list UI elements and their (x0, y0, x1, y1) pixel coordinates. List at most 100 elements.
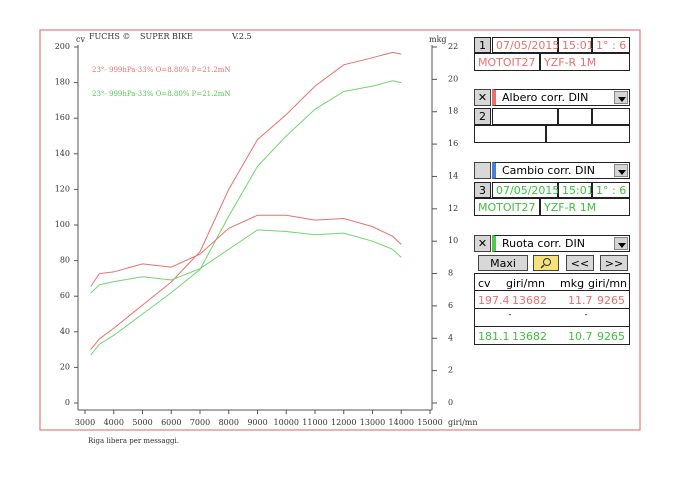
y-tick-label: 120 (55, 184, 70, 193)
y-tick-label: 180 (55, 78, 70, 87)
y-tick-label: 140 (55, 149, 70, 158)
table-header: giri/mn (506, 276, 546, 290)
x-tick-label: 11000 (302, 418, 327, 427)
y2-tick-label: 12 (448, 204, 458, 213)
y2-tick-label: 14 (448, 171, 458, 180)
x-tick-label: 6000 (161, 418, 181, 427)
run-model: YZF-R 1M (540, 53, 630, 71)
run-number[interactable]: 1 (474, 37, 491, 53)
series-line (90, 214, 402, 287)
frame (39, 29, 641, 431)
table-cell: 181.1 (478, 329, 510, 343)
series-line (90, 229, 402, 294)
table-header: cv (478, 276, 491, 290)
table-cell: 13682 (512, 293, 547, 307)
table-cell: - (584, 310, 588, 319)
run-number[interactable]: 3 (474, 182, 491, 198)
prev-button[interactable]: << (566, 255, 594, 271)
zoom-icon (540, 258, 551, 269)
x-axis-label: giri/mn (448, 418, 478, 427)
table-header: mkg (560, 276, 585, 290)
maxi-button[interactable]: Maxi (478, 255, 528, 271)
run-model: YZF-R 1M (540, 198, 630, 216)
table-rule (474, 326, 630, 327)
zoom-button[interactable] (533, 255, 559, 271)
y2-axis-label: mkg (429, 35, 447, 44)
table-header: giri/mn (588, 276, 628, 290)
clear-button[interactable]: ✕ (474, 235, 491, 252)
legend-entry: 23°- 999hPa-33% O=8.80% P=21.2mN (92, 90, 231, 98)
y2-tick-label: 18 (448, 107, 458, 116)
y2-tick-label: 22 (448, 42, 458, 51)
x-tick-label: 14000 (389, 418, 414, 427)
footer-text: Riga libera per messaggi. (88, 437, 179, 445)
table-cell: 11.7 (568, 293, 593, 307)
run-number[interactable]: 2 (474, 108, 491, 125)
y-tick-label: 20 (60, 362, 70, 371)
legend-entry: 23°- 999hPa-33% O=8.80% P=21.2mN (92, 66, 231, 74)
y2-tick-label: 2 (448, 366, 453, 375)
y2-tick-label: 20 (448, 74, 458, 83)
clear-button[interactable]: ✕ (474, 89, 491, 106)
table-cell: - (508, 310, 512, 319)
run-time: 15:01 (558, 37, 594, 53)
x-tick-label: 13000 (360, 418, 385, 427)
clear-button[interactable] (474, 162, 491, 179)
next-button[interactable]: >> (600, 255, 628, 271)
y-tick-label: 0 (65, 398, 70, 407)
y2-tick-label: 4 (448, 333, 453, 342)
x-tick-label: 4000 (104, 418, 124, 427)
run-gear: 1° : 6 (592, 37, 630, 53)
y-axis-label: cv (76, 35, 85, 44)
correction-dropdown[interactable]: Albero corr. DIN (492, 89, 630, 106)
y2-tick-label: 16 (448, 139, 458, 148)
y-tick-label: 40 (60, 327, 70, 336)
run-time: 15:01 (558, 182, 594, 198)
x-tick-label: 15000 (417, 418, 442, 427)
run-operator: MOTOIT27 (474, 53, 540, 71)
y2-tick-label: 8 (448, 269, 453, 278)
x-tick-label: 12000 (331, 418, 356, 427)
correction-dropdown[interactable]: Cambio corr. DIN (492, 162, 630, 179)
correction-label: Ruota corr. DIN (502, 237, 585, 250)
series-line (90, 80, 402, 356)
y2-tick-label: 10 (448, 236, 458, 245)
results-table (474, 273, 630, 345)
y-tick-label: 60 (60, 291, 70, 300)
header-text: FUCHS © (89, 32, 130, 41)
x-tick-label: 9000 (247, 418, 267, 427)
table-cell: 10.7 (568, 329, 593, 343)
run-gear: 1° : 6 (592, 182, 630, 198)
empty-cell (492, 108, 558, 125)
correction-dropdown[interactable]: Ruota corr. DIN (492, 235, 630, 252)
empty-cell (558, 108, 592, 125)
header-text: SUPER BIKE (140, 32, 193, 41)
table-cell: 9265 (597, 293, 625, 307)
y-tick-label: 200 (55, 42, 70, 51)
correction-label: Albero corr. DIN (502, 91, 589, 104)
y2-tick-label: 6 (448, 301, 453, 310)
x-tick-label: 10000 (274, 418, 299, 427)
run-date: 07/05/2015 (492, 37, 559, 53)
series-line (90, 51, 402, 350)
table-rule (474, 308, 630, 309)
x-tick-label: 3000 (75, 418, 95, 427)
header-text: V.2.5 (231, 32, 252, 41)
x-tick-label: 5000 (132, 418, 152, 427)
table-cell: 197.4 (478, 293, 510, 307)
y-tick-label: 160 (55, 113, 70, 122)
correction-label: Cambio corr. DIN (502, 164, 595, 177)
x-tick-label: 7000 (190, 418, 210, 427)
table-cell: 9265 (597, 329, 625, 343)
empty-cell (474, 125, 546, 143)
y-tick-label: 100 (55, 220, 70, 229)
empty-cell (546, 125, 630, 143)
table-rule (474, 290, 630, 291)
y2-tick-label: 0 (448, 398, 453, 407)
empty-cell (592, 108, 630, 125)
table-cell: 13682 (512, 329, 547, 343)
run-operator: MOTOIT27 (474, 198, 540, 216)
run-date: 07/05/2015 (492, 182, 559, 198)
